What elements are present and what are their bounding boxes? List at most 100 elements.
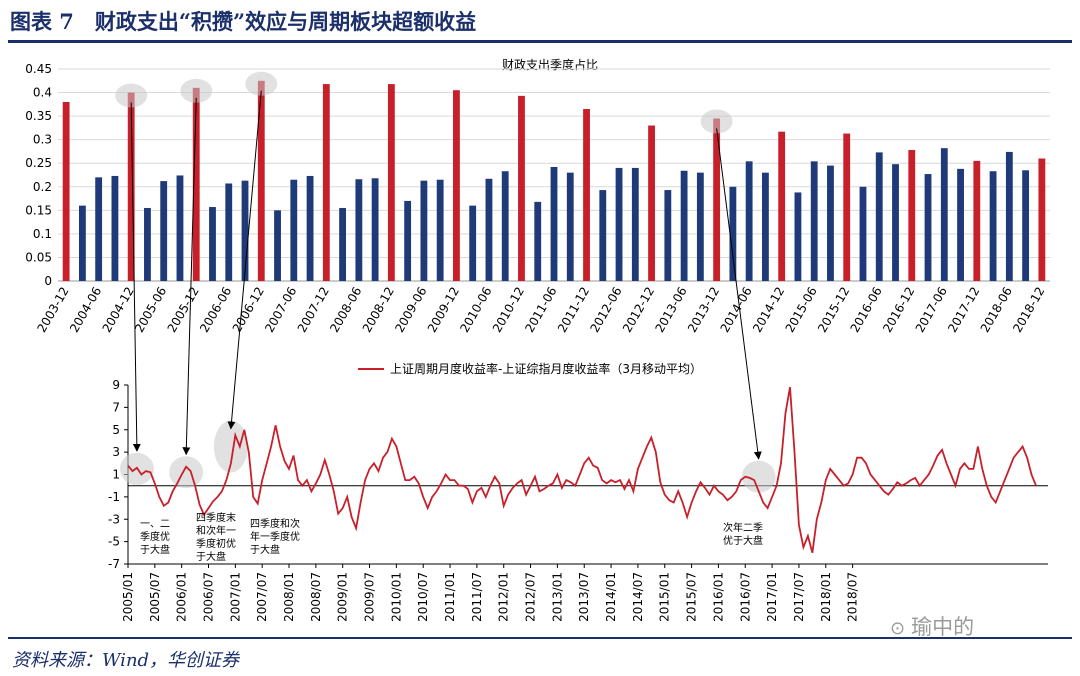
link-arrow [182, 97, 197, 456]
bar [810, 161, 818, 281]
bar [778, 131, 786, 281]
x-tick-label: 2015-12 [815, 285, 852, 335]
y-tick-label: 0 [44, 274, 52, 288]
x-tick-label: 2018/07 [846, 572, 860, 622]
x-tick-label: 2018-12 [1010, 285, 1047, 335]
bar [339, 207, 347, 281]
bar [160, 181, 168, 281]
bar [696, 172, 704, 281]
y-tick-label: 0.25 [25, 156, 52, 170]
bar [469, 205, 477, 281]
bar [583, 109, 590, 282]
x-tick-label: 2012-12 [620, 285, 657, 335]
x-tick-label: 2013-12 [685, 285, 722, 335]
bar [420, 180, 428, 281]
x-tick-label: 2013-06 [653, 285, 690, 335]
y-tick-label: 0.35 [25, 109, 52, 123]
x-tick-label: 2005-12 [165, 285, 202, 335]
link-arrow [227, 90, 262, 430]
annotation-line: 季度优 [140, 530, 170, 543]
x-tick-label: 2012-06 [587, 285, 624, 335]
bar [843, 133, 851, 281]
bar [989, 171, 997, 281]
bar [827, 165, 834, 281]
x-tick-label: 2013/01 [550, 572, 564, 622]
series-line [127, 387, 1037, 554]
legend-label: 上证周期月度收益率-上证综指月度收益率（3月移动平均） [390, 361, 702, 376]
y-tick-label: -1 [108, 490, 120, 504]
x-tick-label: 2014/07 [631, 572, 645, 622]
y-tick-label: -3 [108, 512, 120, 526]
figure-title: 图表 7 财政支出“积攒”效应与周期板块超额收益 [10, 9, 477, 34]
x-tick-label: 2008-06 [327, 285, 364, 335]
wechat-icon: ⊙ [890, 618, 906, 639]
bar [1038, 158, 1046, 281]
highlight-marker [245, 71, 278, 96]
bar [534, 201, 542, 281]
x-tick-label: 2015-06 [783, 285, 820, 335]
x-tick-label: 2012/07 [524, 572, 538, 622]
x-tick-label: 2015/07 [685, 572, 699, 622]
bar [290, 179, 298, 281]
bar [95, 177, 103, 281]
bar [680, 170, 688, 281]
x-tick-label: 2014-12 [750, 285, 787, 335]
y-tick-label: 0.05 [25, 250, 52, 264]
bar [192, 87, 200, 281]
x-tick-label: 2011-12 [555, 285, 592, 335]
bar [599, 190, 607, 281]
annotation-line: 四季度和次 [250, 517, 300, 530]
x-tick-label: 2016/07 [738, 572, 752, 622]
y-tick-label: -7 [108, 557, 120, 571]
bar [209, 207, 216, 281]
line-chart: 上证周期月度收益率-上证综指月度收益率（3月移动平均） 9 7 5 3 1 -1 -3 -5 -… [108, 361, 1048, 622]
annotation-line: 四季度末 [196, 511, 236, 524]
watermark: ⊙ 瑜中的 [890, 611, 974, 641]
bar [713, 118, 721, 281]
x-tick-label: 2016/01 [711, 572, 725, 622]
bar [664, 190, 672, 281]
bar [875, 152, 883, 281]
x-tick-label: 2014/01 [604, 572, 618, 622]
x-tick-label: 2009-12 [425, 285, 462, 335]
bar [78, 205, 86, 281]
bar [241, 180, 249, 281]
x-tick-label: 2004-12 [100, 285, 137, 335]
y-tick-label: 5 [112, 423, 120, 437]
link-arrow [716, 128, 762, 460]
bar [615, 167, 623, 281]
x-tick-label: 2008-12 [360, 285, 397, 335]
y-tick-label: 7 [112, 400, 120, 414]
bar [453, 90, 460, 281]
annotation-line: 和次年一 [196, 524, 236, 537]
bar [566, 172, 574, 281]
bar [745, 161, 753, 281]
x-tick-label: 2005/07 [148, 572, 162, 622]
x-tick-label: 2015/01 [658, 572, 672, 622]
x-tick-label: 2017/01 [765, 572, 779, 622]
annotation-line: 一、二 [140, 519, 170, 530]
bar [176, 175, 184, 281]
title-rule [8, 40, 1072, 43]
annotation-line: 优于大盘 [723, 534, 763, 547]
bar [648, 125, 655, 282]
bar-chart: 财政支出季度占比 0.45 0.4 0.35 0.3 0.25 0.2 0.15 0.1 0.0… [25, 57, 1050, 335]
y-tick-label: 1 [112, 468, 120, 482]
x-tick-label: 2007/01 [228, 572, 242, 622]
bar [794, 192, 802, 281]
bar [127, 92, 135, 281]
y-tick-label: 0.3 [33, 133, 52, 147]
x-tick-label: 2005-06 [132, 285, 169, 335]
bar [62, 101, 70, 281]
bar [485, 178, 493, 281]
x-tick-label: 2010-12 [490, 285, 527, 335]
bar [550, 166, 558, 281]
figure-header: 图表 7 财政支出“积攒”效应与周期板块超额收益 [0, 0, 1080, 40]
x-tick-label: 2016-06 [848, 285, 885, 335]
y-tick-label: 0.1 [33, 227, 52, 241]
x-tick-label: 2009/01 [336, 572, 350, 622]
x-tick-label: 2006-06 [197, 285, 234, 335]
